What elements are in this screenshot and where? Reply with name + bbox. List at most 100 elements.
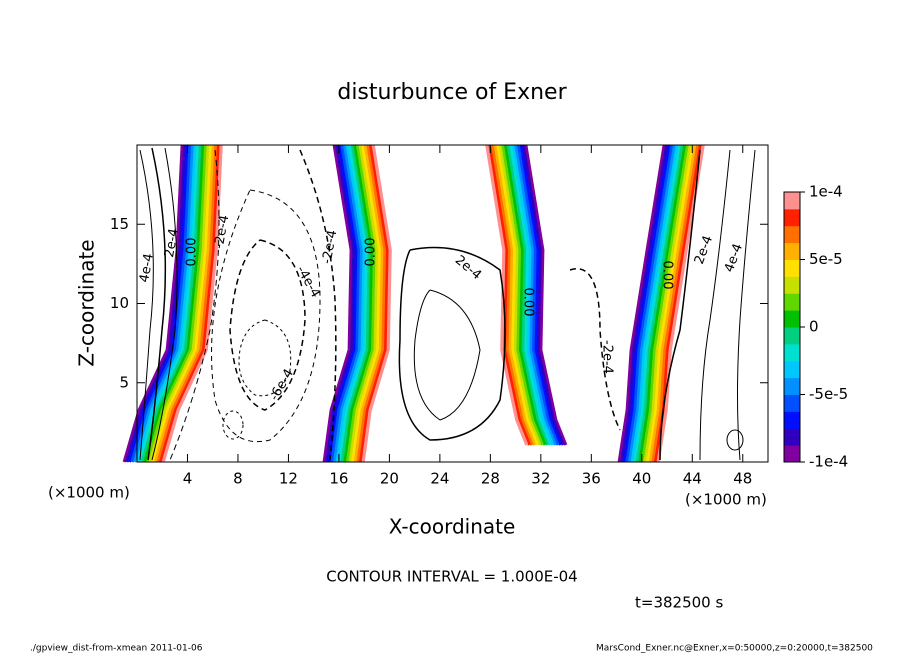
shaded-band (327, 144, 359, 463)
colorbar-band (784, 327, 800, 345)
shaded-band (146, 144, 208, 463)
shaded-band (635, 144, 684, 463)
x-tick-label: 32 (531, 470, 550, 488)
time: t=382500 s (635, 594, 723, 612)
x-tick-label: 8 (233, 470, 243, 488)
colorbar-band (784, 259, 800, 277)
colorbar-band (784, 310, 800, 328)
colorbar-band (784, 293, 800, 311)
contour-interval: CONTOUR INTERVAL = 1.000E-04 (326, 568, 577, 586)
shaded-band (325, 144, 356, 463)
colorbar-band (784, 428, 800, 446)
contour-label: -4e-4 (293, 264, 323, 301)
shaded-band (333, 144, 364, 463)
colorbar-band (784, 242, 800, 260)
colorbar-tick-label: 5e-5 (809, 250, 843, 268)
contour-label: -2e-4 (320, 229, 341, 265)
shaded-band (633, 144, 682, 463)
shaded-band (628, 144, 677, 463)
shaded-band (617, 144, 666, 463)
y-tick-label: 10 (110, 294, 129, 312)
shaded-band (343, 144, 374, 463)
colorbar-band (784, 276, 800, 294)
shaded-band (513, 144, 557, 446)
contour-lines (139, 147, 756, 461)
shaded-band (503, 144, 547, 446)
colorbar-band (784, 377, 800, 395)
shaded-band (651, 144, 700, 463)
contour-label: -2e-4 (600, 340, 615, 374)
colorbar-band (784, 343, 800, 362)
shaded-band (135, 144, 197, 463)
footer-right: MarsCond_Exner.nc@Exner,x=0:50000,z=0:20… (596, 644, 873, 654)
shaded-band (625, 144, 674, 463)
shaded-band (353, 144, 385, 463)
shaded-band (330, 144, 361, 463)
chart-title: disturbunce of Exner (337, 80, 567, 105)
shaded-band (159, 144, 221, 463)
x-tick-label: 16 (329, 470, 348, 488)
x-tick-label: 24 (430, 470, 449, 488)
shaded-band (524, 144, 568, 446)
shaded-band (348, 144, 379, 463)
shaded-band (156, 144, 218, 463)
shaded-band (521, 144, 565, 446)
contour-label: 4e-4 (137, 252, 157, 283)
shaded-band (338, 144, 369, 463)
shaded-band (143, 144, 205, 463)
y-tick-label: 5 (119, 373, 129, 391)
footer-left: ./gpview_dist-from-xmean 2011-01-06 (30, 644, 203, 654)
x-tick-label: 44 (683, 470, 702, 488)
colorbar-band (784, 360, 800, 379)
shaded-band (322, 144, 353, 463)
shaded-band (511, 144, 555, 446)
shaded-band (359, 144, 390, 463)
shaded-band (641, 144, 690, 463)
shaded-band (630, 144, 679, 463)
x-tick-label: 28 (481, 470, 500, 488)
shaded-band (620, 144, 669, 463)
shaded-band (656, 144, 705, 463)
shaded-band (151, 144, 213, 463)
shaded-band (361, 144, 392, 463)
shaded-band (622, 144, 671, 463)
x-tick-label: 4 (183, 470, 193, 488)
x-tick-label: 12 (279, 470, 298, 488)
contour-label: -6e-4 (267, 367, 297, 404)
contour-label: 0.00 (185, 238, 200, 267)
shaded-band (516, 144, 560, 446)
contour-label: 0.00 (364, 238, 379, 267)
shaded-band (485, 144, 529, 446)
colorbar-band (784, 192, 800, 210)
shaded-band (335, 144, 366, 463)
colorbar-band (784, 394, 800, 412)
shaded-band (133, 144, 195, 463)
shaded-band (493, 144, 537, 446)
x-tick-label: 36 (582, 470, 601, 488)
shaded-band (643, 144, 692, 463)
contour-label: 0.00 (521, 288, 536, 317)
x-unit: (×1000 m) (48, 484, 130, 502)
shaded-band (161, 144, 223, 463)
colorbar-band (784, 225, 800, 244)
shaded-band (340, 144, 372, 463)
shaded-band (122, 144, 184, 463)
contour-label: 2e-4 (162, 227, 182, 258)
x-tick-label: 20 (380, 470, 399, 488)
shaded-band (346, 144, 377, 463)
shaded-band (490, 144, 534, 446)
colorbar-band (784, 208, 800, 227)
shaded-band (356, 144, 387, 463)
shaded-band (506, 144, 550, 446)
x-tick-label: 48 (733, 470, 752, 488)
colorbar-band (784, 411, 800, 429)
shaded-band (498, 144, 542, 446)
contour-label: 4e-4 (722, 242, 746, 275)
shaded-band (646, 144, 695, 463)
contour-label: 0.00 (660, 261, 675, 290)
shaded-band (138, 144, 200, 463)
y-axis-label: Z-coordinate (75, 239, 99, 366)
colorbar-tick-label: 1e-4 (809, 183, 843, 201)
shaded-band (648, 144, 697, 463)
